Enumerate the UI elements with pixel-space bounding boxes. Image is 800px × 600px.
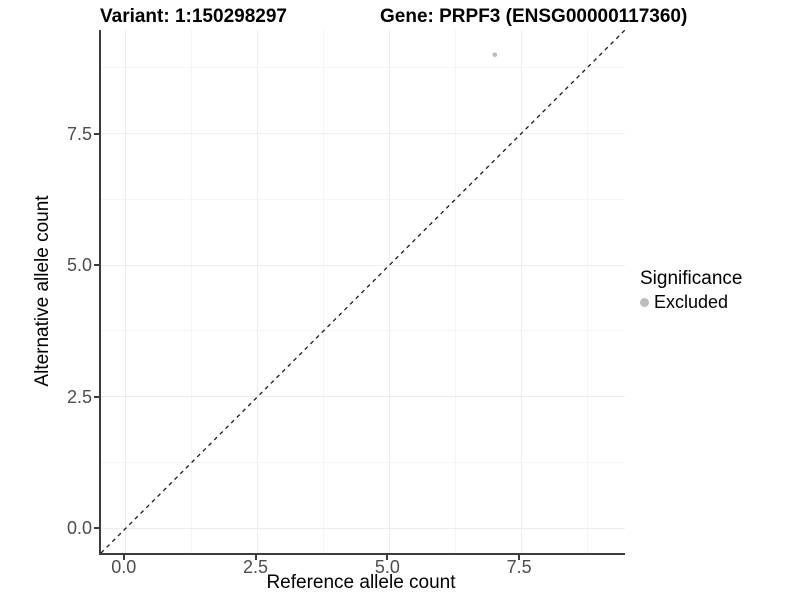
x-tick-mark [122, 555, 125, 560]
variant-title: Variant: 1:150298297 [100, 6, 287, 27]
y-tick-label: 0.0 [66, 518, 92, 539]
x-tick-mark [386, 555, 389, 560]
y-major-gridline [101, 133, 625, 135]
y-major-gridline [101, 264, 625, 266]
data-point [492, 52, 498, 58]
x-minor-gridline [322, 30, 324, 553]
y-major-gridline [101, 396, 625, 398]
x-tick-label: 5.0 [374, 557, 400, 577]
x-axis-title: Reference allele count [266, 572, 456, 593]
legend-item-label: Excluded [654, 292, 729, 312]
y-minor-gridline [101, 198, 625, 200]
legend-item-excluded: Excluded [640, 292, 742, 313]
y-tick-label: 5.0 [66, 255, 92, 276]
y-tick-mark [94, 395, 99, 398]
plot-panel [99, 30, 625, 555]
y-tick-label: 2.5 [66, 386, 92, 407]
x-minor-gridline [586, 30, 588, 553]
x-tick-label: 7.5 [506, 557, 532, 577]
y-minor-gridline [101, 330, 625, 332]
x-major-gridline [388, 30, 390, 553]
legend: Significance Excluded [640, 268, 742, 313]
x-tick-label: 2.5 [243, 557, 269, 577]
y-major-gridline [101, 527, 625, 529]
x-major-gridline [125, 30, 127, 553]
legend-title: Significance [640, 268, 743, 289]
y-tick-mark [94, 264, 99, 267]
y-tick-mark [94, 527, 99, 530]
x-minor-gridline [191, 30, 193, 553]
gene-title: Gene: PRPF3 (ENSG00000117360) [380, 6, 688, 27]
x-tick-mark [254, 555, 257, 560]
x-tick-label: 0.0 [111, 557, 137, 577]
y-minor-gridline [101, 462, 625, 463]
excluded-point-icon [640, 298, 649, 307]
x-major-gridline [257, 30, 259, 553]
plot-canvas [101, 30, 625, 553]
x-tick-mark [518, 555, 521, 560]
x-major-gridline [520, 30, 522, 553]
x-minor-gridline [454, 30, 456, 553]
identity-dashed-line [101, 30, 625, 553]
y-tick-label: 7.5 [66, 123, 92, 144]
y-tick-mark [94, 132, 99, 135]
y-minor-gridline [101, 67, 625, 69]
y-axis-title: Alternative allele count [32, 195, 53, 387]
